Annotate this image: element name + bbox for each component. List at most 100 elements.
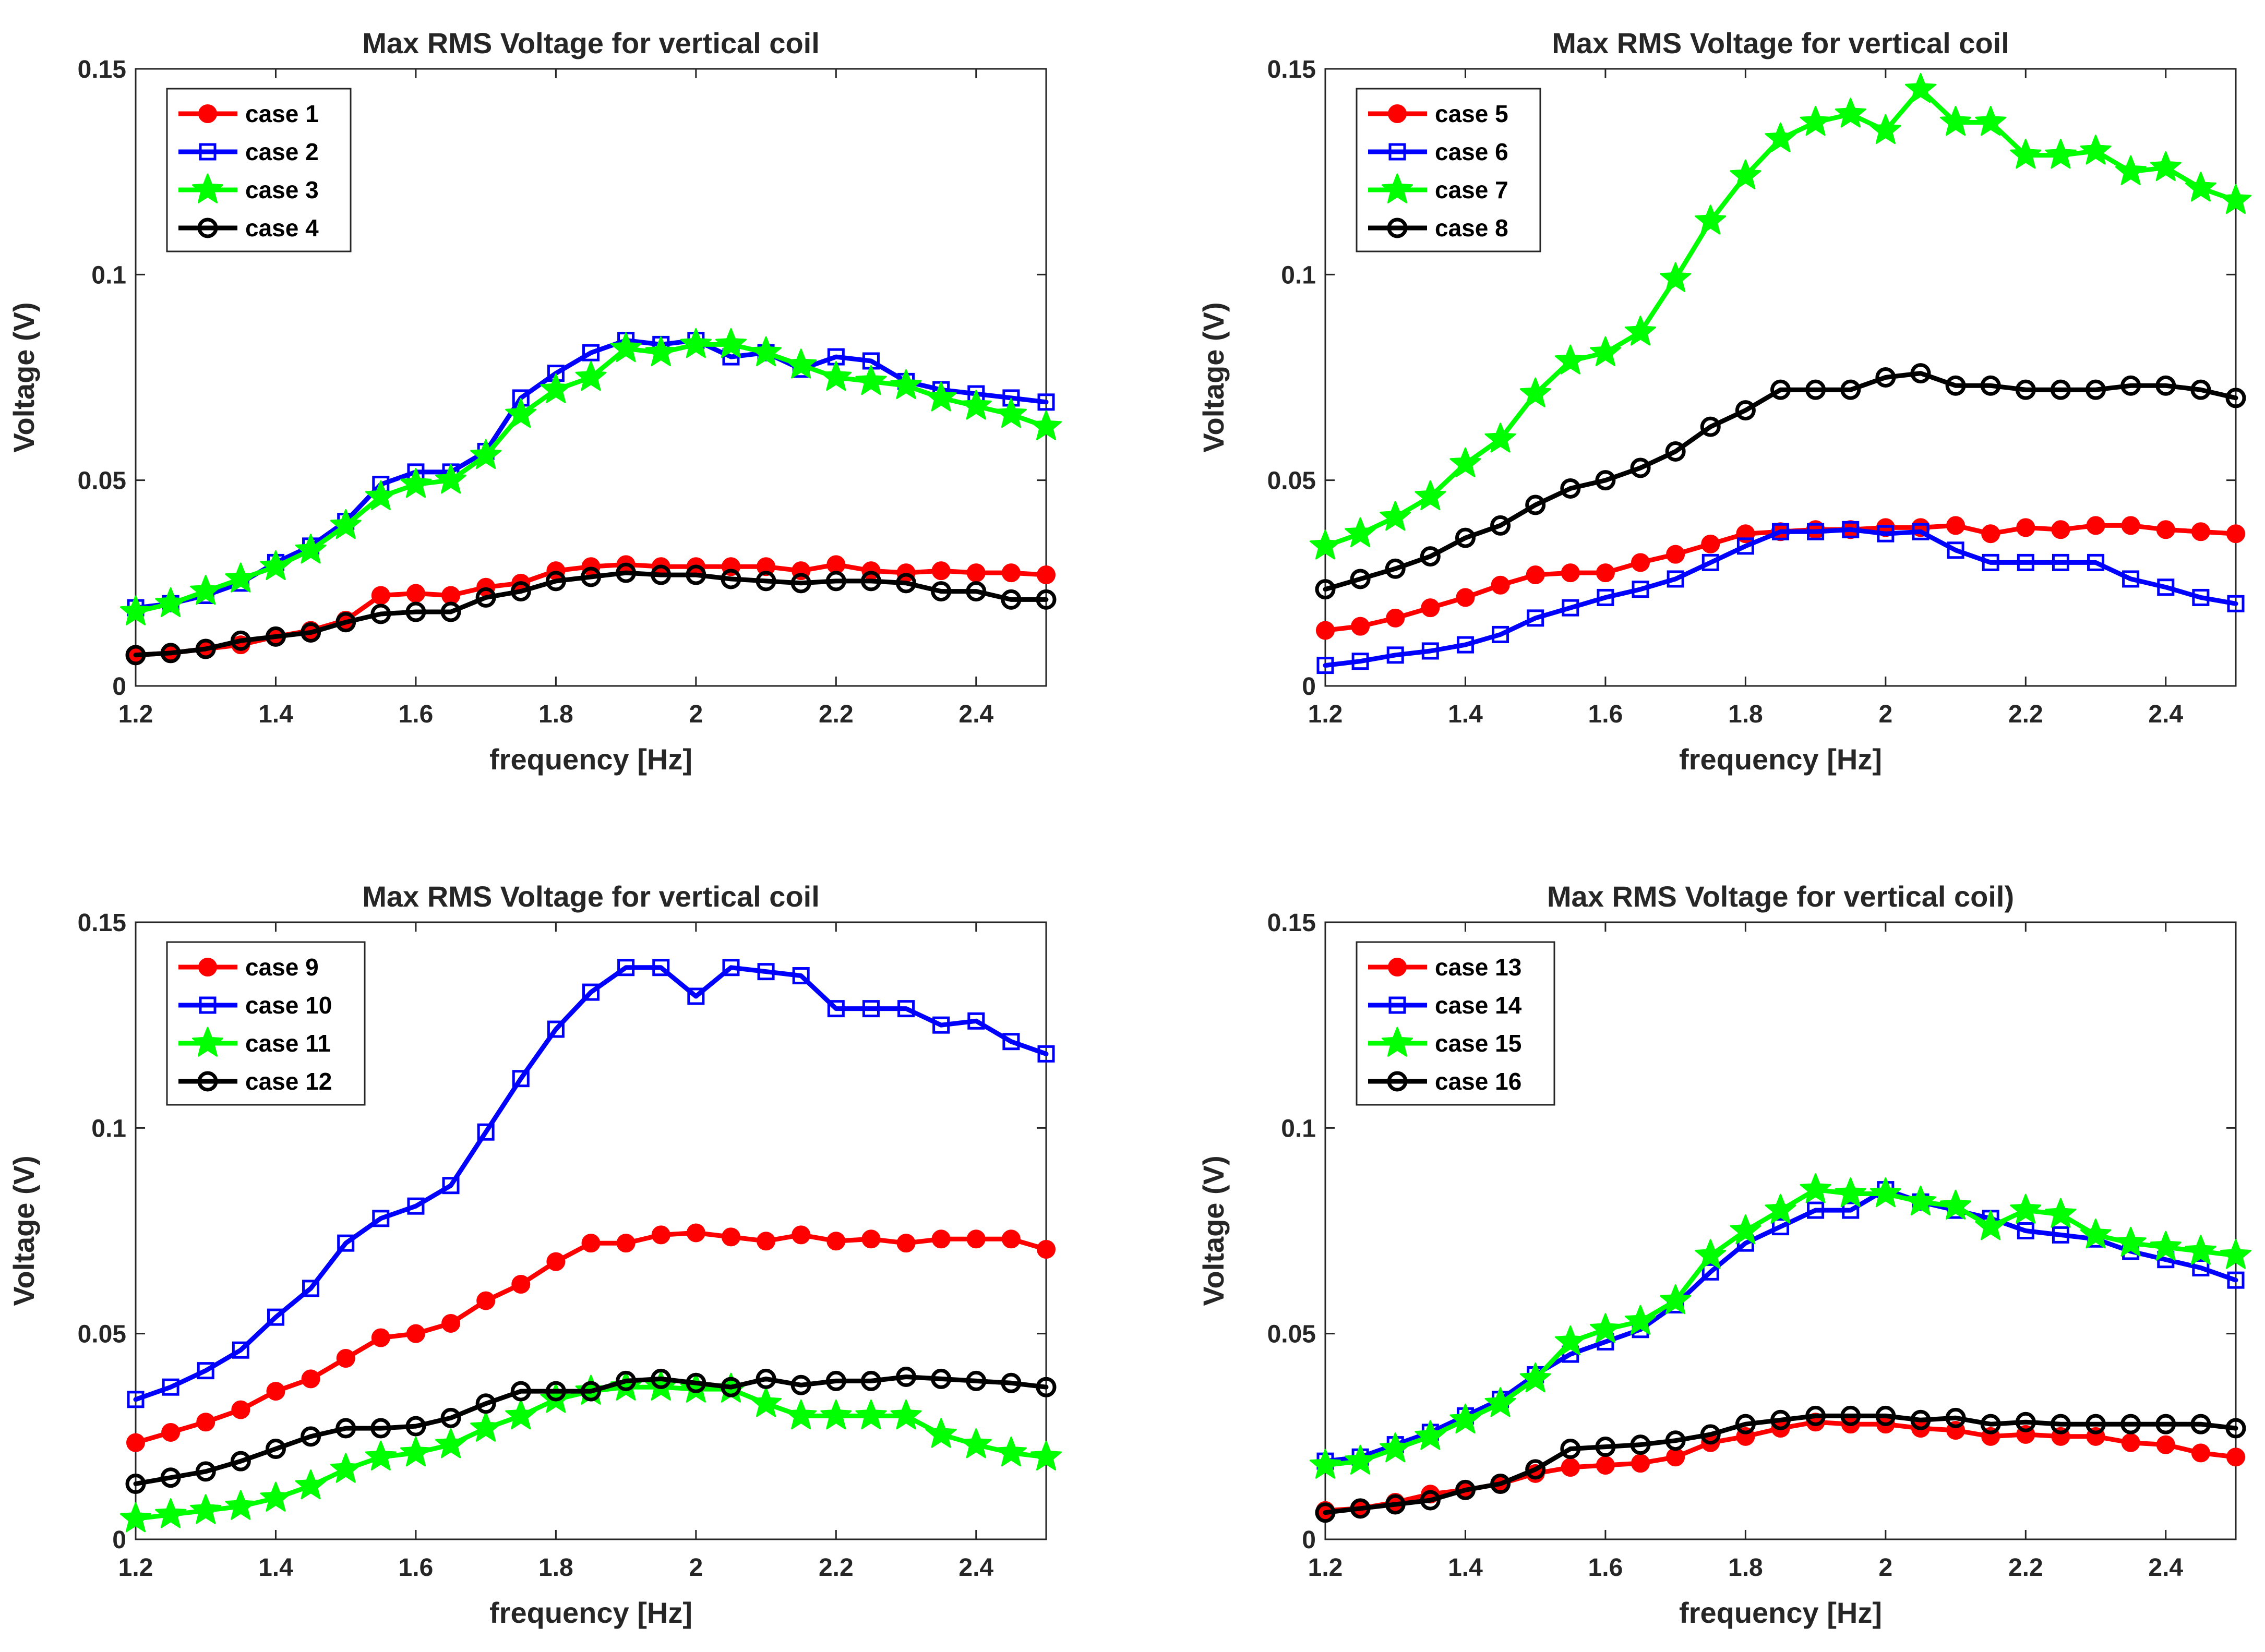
legend-entry: case 13 xyxy=(1368,954,1521,981)
data-point xyxy=(155,587,187,617)
data-point xyxy=(1940,1189,1972,1220)
data-point xyxy=(230,1451,251,1472)
series-case-10 xyxy=(127,959,1055,1408)
data-point xyxy=(1554,1325,1586,1356)
legend-entry: case 10 xyxy=(178,992,332,1019)
data-point xyxy=(925,1418,957,1448)
data-point xyxy=(1735,1414,1756,1434)
data-point xyxy=(2155,375,2176,396)
data-point xyxy=(1420,1490,1441,1511)
data-point xyxy=(127,1391,145,1408)
data-point xyxy=(1630,457,1651,478)
data-point xyxy=(1975,106,2007,136)
data-point xyxy=(827,1000,845,1018)
data-point xyxy=(825,571,846,592)
legend-marker xyxy=(1382,173,1413,203)
data-point xyxy=(860,571,881,592)
data-point xyxy=(1455,527,1476,548)
data-point xyxy=(160,1467,181,1488)
data-point xyxy=(1904,73,1936,103)
data-point xyxy=(2121,1433,2140,1452)
data-point xyxy=(1519,1362,1551,1393)
data-point xyxy=(1316,657,1334,674)
data-point xyxy=(1701,534,1720,553)
series-line xyxy=(1323,527,2238,668)
chart-panel-2: 1.2 1.4 1.6 1.8 2 2.2 2.4 0 0.05 0.1 0.15 Max RMS V… xyxy=(1197,27,2251,776)
data-point xyxy=(1660,262,1692,292)
legend-marker xyxy=(198,104,217,123)
data-point xyxy=(1772,1218,1789,1236)
data-point xyxy=(616,1370,637,1391)
series-line xyxy=(133,965,1049,1402)
legend-entry: case 16 xyxy=(1368,1068,1521,1095)
chart-title: Max RMS Voltage for vertical coil) xyxy=(1547,880,2014,913)
data-point xyxy=(2226,1448,2245,1467)
data-point xyxy=(125,1474,146,1494)
data-point xyxy=(1630,1434,1651,1455)
data-point xyxy=(1421,598,1440,618)
data-point xyxy=(1807,523,1825,540)
data-point xyxy=(510,1381,531,1402)
chart-title: Max RMS Voltage for vertical coil xyxy=(362,880,820,913)
data-point xyxy=(1490,1474,1511,1494)
data-point xyxy=(1380,501,1411,531)
data-point xyxy=(2190,379,2211,400)
y-tick-label: 0.05 xyxy=(78,467,126,495)
data-point xyxy=(1835,98,1866,128)
data-point xyxy=(1385,558,1406,579)
chart-panel-4: 1.2 1.4 1.6 1.8 2 2.2 2.4 0 0.05 0.1 0.15 Max RMS V… xyxy=(1197,880,2251,1629)
legend-label: case 16 xyxy=(1435,1068,1521,1095)
data-point xyxy=(1455,1479,1476,1500)
data-point xyxy=(1700,416,1721,437)
data-point xyxy=(1351,653,1369,670)
data-point xyxy=(1666,1448,1685,1467)
data-point xyxy=(1666,545,1685,564)
data-point xyxy=(750,336,782,366)
data-point xyxy=(1665,1430,1686,1451)
legend: case 13 case 14 case 15 case 16 xyxy=(1356,941,1555,1106)
data-point xyxy=(896,1366,917,1387)
data-point xyxy=(372,1210,390,1227)
data-point xyxy=(785,348,817,379)
data-point xyxy=(370,604,391,624)
chart-title: Max RMS Voltage for vertical coil xyxy=(1552,27,2009,59)
data-point xyxy=(1492,625,1509,643)
data-point xyxy=(756,571,776,592)
data-point xyxy=(2017,553,2034,571)
y-axis-label: Voltage (V) xyxy=(1197,302,1230,452)
data-point xyxy=(925,381,957,412)
x-tick-label: 2.4 xyxy=(2148,701,2183,728)
x-tick-label: 1.6 xyxy=(1588,1554,1623,1582)
data-point xyxy=(512,1070,530,1088)
data-point xyxy=(1940,106,1972,136)
x-tick-label: 2.2 xyxy=(819,701,854,728)
data-point xyxy=(826,1232,846,1251)
data-point xyxy=(1001,1229,1021,1249)
data-point xyxy=(825,1370,846,1391)
data-point xyxy=(1980,375,2001,396)
data-point xyxy=(440,1407,461,1428)
data-point xyxy=(1597,588,1614,606)
data-point xyxy=(1912,523,1930,540)
data-point xyxy=(2185,1235,2216,1265)
data-point xyxy=(1380,1432,1411,1463)
data-point xyxy=(855,1399,887,1430)
data-point xyxy=(2015,1412,2036,1432)
x-tick-label: 1.2 xyxy=(1308,701,1343,728)
data-point xyxy=(1386,608,1405,628)
series-case-8 xyxy=(1315,363,2246,600)
data-point xyxy=(225,562,257,593)
data-point xyxy=(295,1469,327,1500)
data-point xyxy=(370,1418,391,1439)
legend-marker xyxy=(1388,996,1406,1014)
x-axis-label: frequency [Hz] xyxy=(489,1596,692,1629)
data-point xyxy=(616,1234,636,1253)
data-point xyxy=(582,344,600,361)
data-point xyxy=(1730,1214,1761,1245)
data-point xyxy=(932,1016,950,1034)
legend-label: case 7 xyxy=(1435,176,1508,203)
legend-label: case 4 xyxy=(245,214,319,242)
legend-marker xyxy=(197,1071,218,1092)
legend-label: case 2 xyxy=(245,138,319,165)
data-point xyxy=(617,959,635,976)
